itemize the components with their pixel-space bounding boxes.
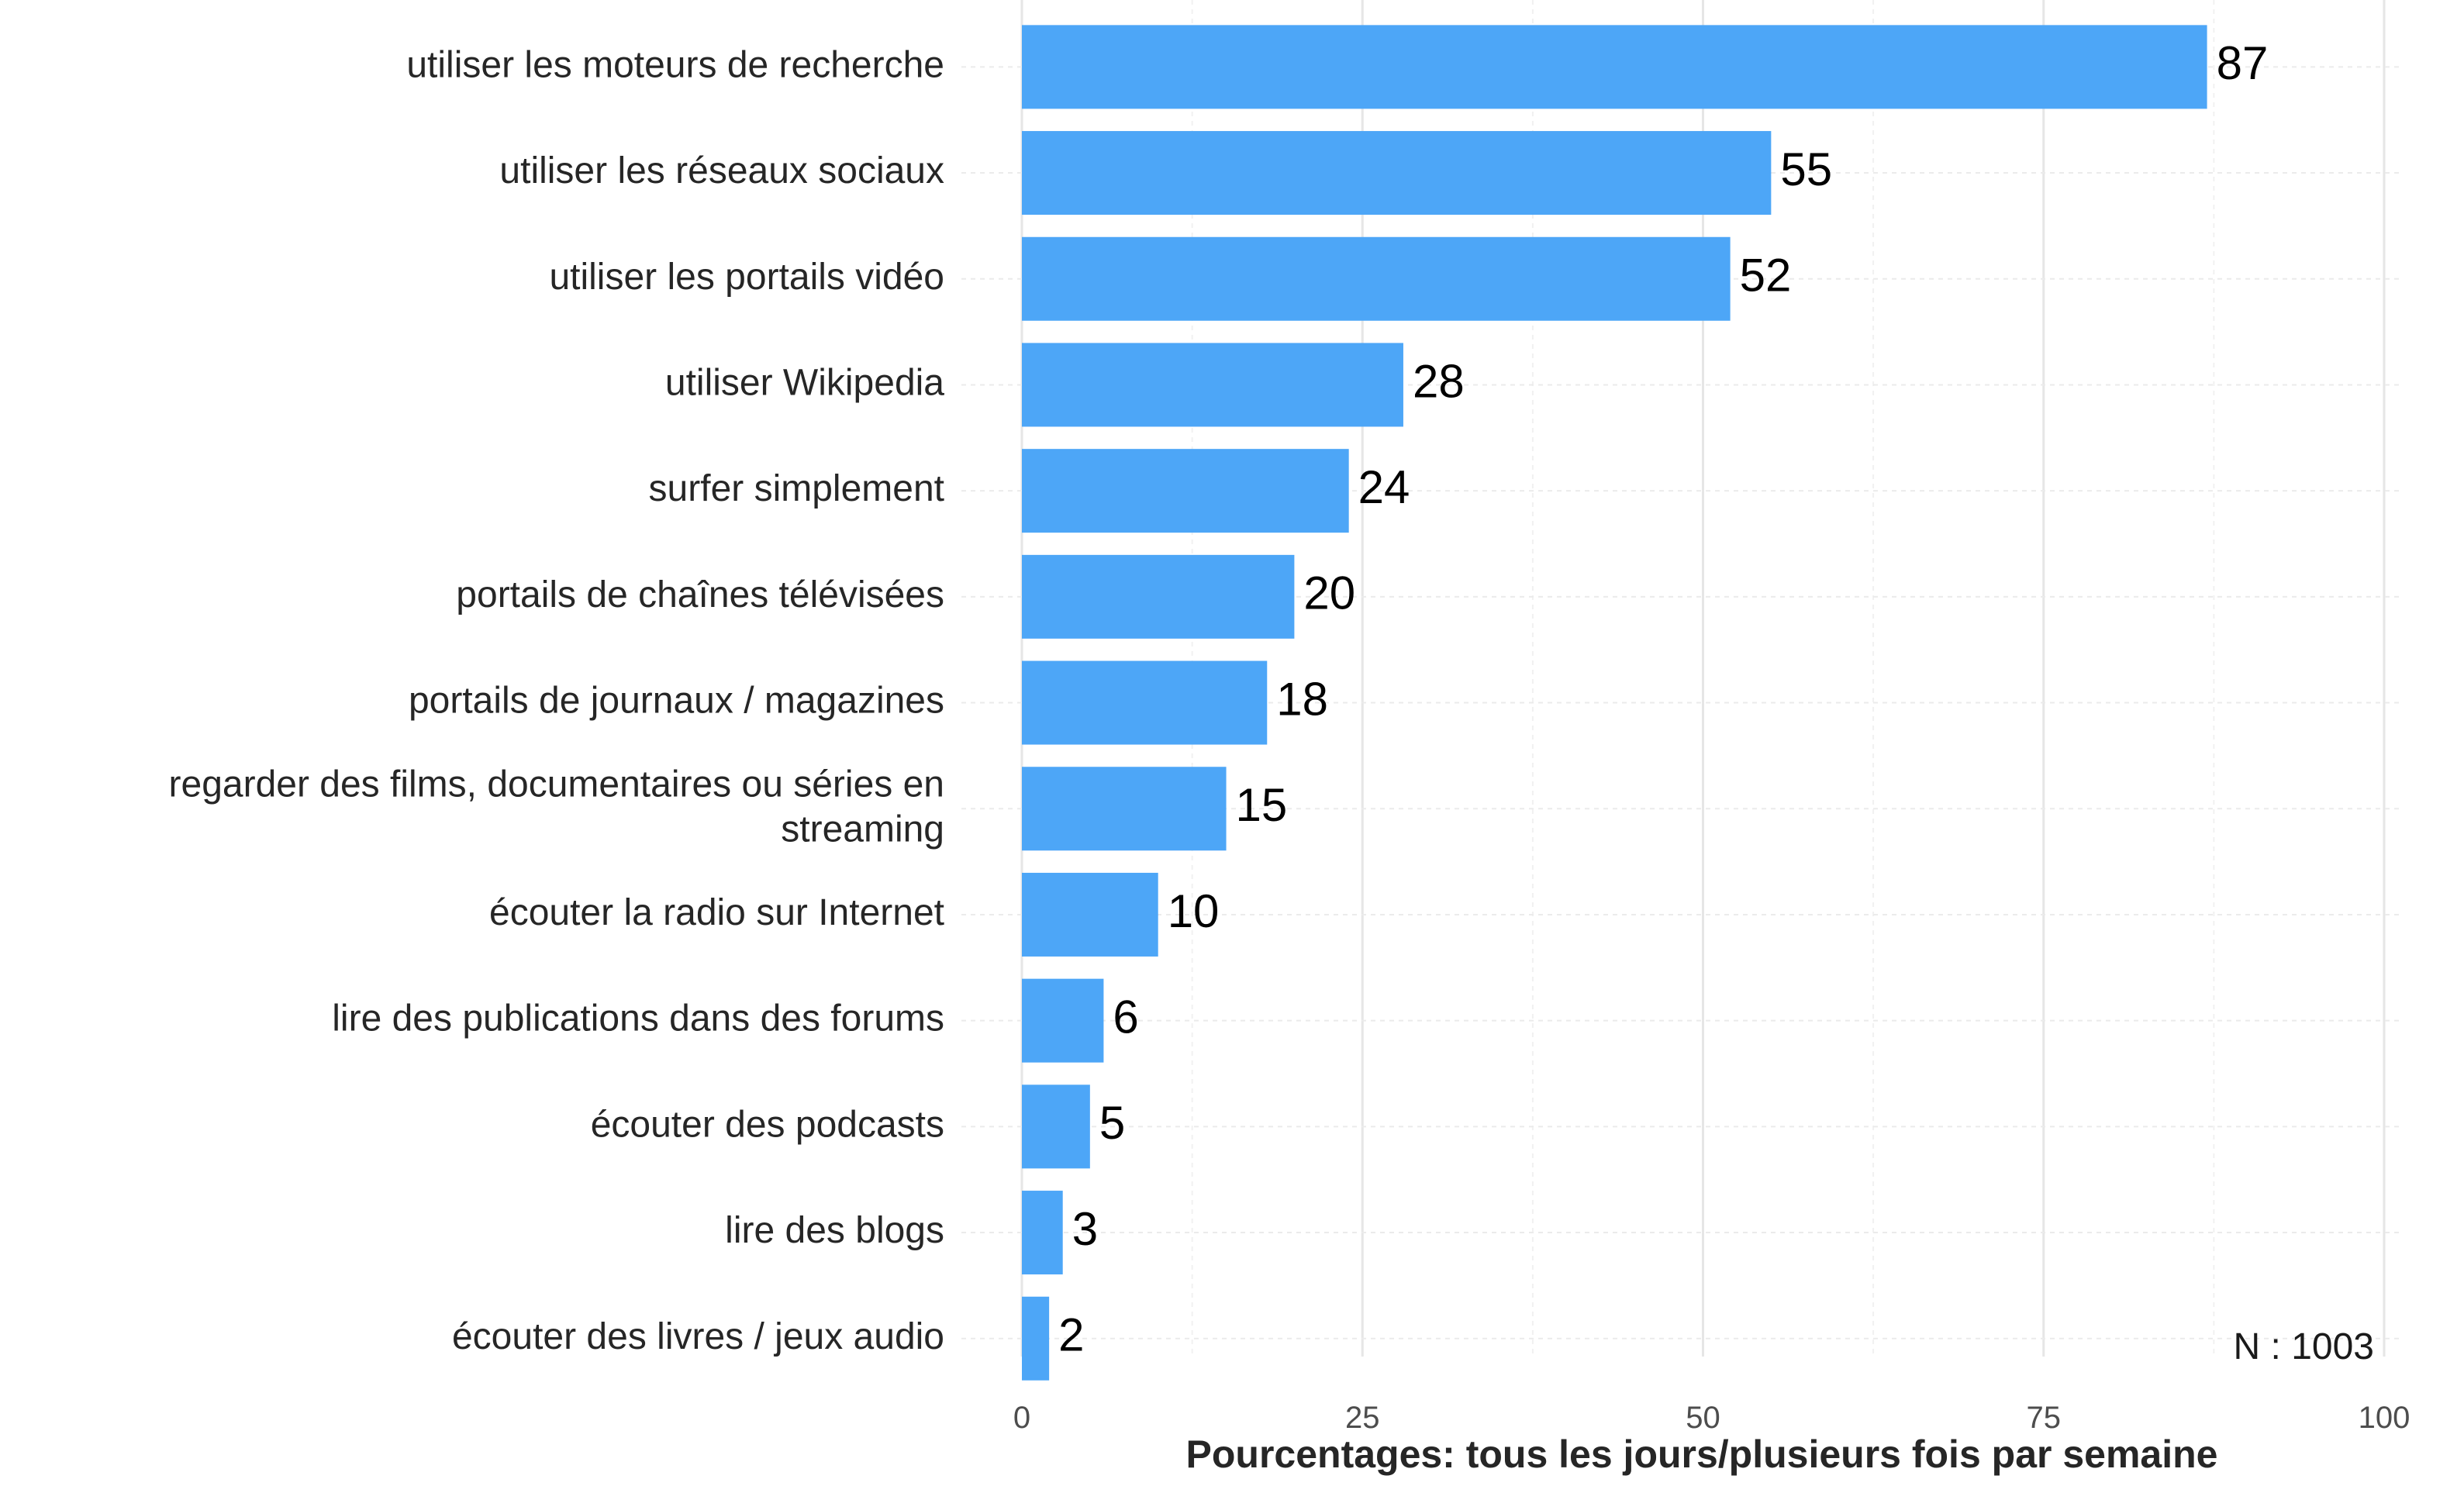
bar: [1022, 554, 1295, 639]
bar: [1022, 25, 2207, 109]
data-label: 6: [1113, 991, 1138, 1043]
category-label: utiliser les portails vidéo: [549, 256, 944, 297]
grid-lines: [961, 0, 2400, 1357]
category-label-line: utiliser les moteurs de recherche: [406, 44, 944, 85]
category-label: utiliser les moteurs de recherche: [406, 44, 944, 85]
data-label: 24: [1358, 461, 1410, 513]
category-label: écouter des livres / jeux audio: [452, 1315, 944, 1357]
category-label-line: écouter des podcasts: [591, 1104, 944, 1145]
bar: [1022, 1296, 1050, 1381]
data-label: 3: [1072, 1203, 1098, 1255]
x-axis-title: Pourcentages: tous les jours/plusieurs f…: [1186, 1433, 2218, 1476]
bars: [1022, 25, 2207, 1381]
category-label: écouter la radio sur Internet: [489, 892, 944, 933]
category-label: utiliser les réseaux sociaux: [499, 150, 944, 191]
bar: [1022, 131, 1772, 215]
bar: [1022, 449, 1349, 533]
x-tick-label: 0: [1013, 1401, 1030, 1435]
data-label: 5: [1099, 1097, 1125, 1149]
bar: [1022, 1084, 1090, 1169]
data-label: 20: [1303, 567, 1355, 619]
bar: [1022, 236, 1731, 321]
data-label: 10: [1168, 885, 1220, 937]
data-label: 28: [1413, 355, 1465, 407]
bar: [1022, 660, 1268, 745]
category-label-line: utiliser les portails vidéo: [549, 256, 944, 297]
x-tick-label: 50: [1686, 1401, 1720, 1435]
category-label-line: utiliser les réseaux sociaux: [499, 150, 944, 191]
bar: [1022, 872, 1158, 957]
category-label: utiliser Wikipedia: [665, 362, 944, 403]
bar: [1022, 767, 1227, 851]
category-label: écouter des podcasts: [591, 1104, 944, 1145]
data-label: 55: [1780, 143, 1832, 195]
category-label-line: regarder des films, documentaires ou sér…: [169, 764, 944, 805]
x-tick-label: 100: [2359, 1401, 2411, 1435]
data-label: 2: [1058, 1309, 1084, 1361]
category-label-line: portails de journaux / magazines: [409, 680, 944, 721]
x-tick-label: 75: [2027, 1401, 2062, 1435]
category-label: lire des blogs: [725, 1210, 944, 1251]
category-label-line: surfer simplement: [649, 468, 944, 509]
category-labels: utiliser les moteurs de recherche utilise…: [169, 44, 945, 1357]
data-label: 15: [1236, 779, 1288, 831]
category-label-line: écouter des livres / jeux audio: [452, 1315, 944, 1357]
bar: [1022, 1191, 1063, 1275]
x-axis-ticks: 0 25 50 75 100: [1013, 1401, 2411, 1435]
data-label: 18: [1276, 673, 1328, 725]
category-label: lire des publications dans des forums: [332, 998, 944, 1039]
bar: [1022, 343, 1403, 427]
category-label: regarder des films, documentaires ou sér…: [169, 764, 944, 850]
x-tick-label: 25: [1345, 1401, 1380, 1435]
category-label-line: utiliser Wikipedia: [665, 362, 944, 403]
data-label: 52: [1740, 250, 1792, 302]
value-labels: 87 55 52 28 24 20 18 15 10 6 5 3 2: [1058, 37, 2268, 1360]
category-label-line: écouter la radio sur Internet: [489, 892, 944, 933]
category-label-line: streaming: [781, 809, 944, 850]
category-label-line: lire des publications dans des forums: [332, 998, 944, 1039]
data-label: 87: [2217, 37, 2269, 89]
category-label: portails de journaux / magazines: [409, 680, 944, 721]
category-label: portails de chaînes télévisées: [456, 574, 944, 615]
category-label-line: portails de chaînes télévisées: [456, 574, 944, 615]
sample-size-annotation: N : 1003: [2234, 1326, 2374, 1367]
category-label: surfer simplement: [649, 468, 944, 509]
category-label-line: lire des blogs: [725, 1210, 944, 1251]
bar: [1022, 978, 1104, 1063]
